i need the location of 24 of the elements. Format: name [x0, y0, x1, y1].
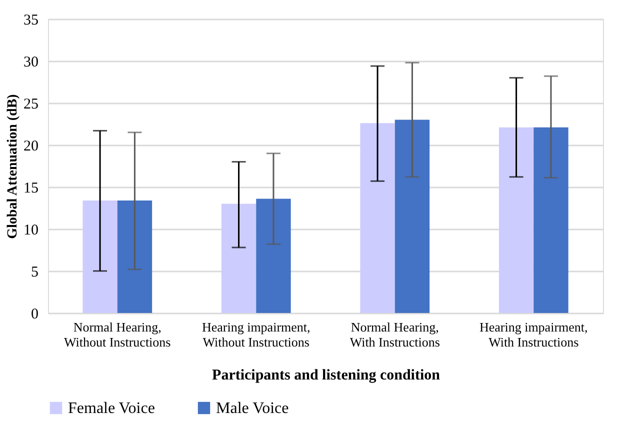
- bar: [534, 127, 568, 313]
- bar: [117, 200, 152, 313]
- y-tick-label: 15: [24, 180, 38, 196]
- bar: [394, 120, 430, 313]
- bar: [221, 204, 256, 313]
- y-tick-label: 25: [24, 96, 38, 112]
- y-tick-label: 10: [24, 222, 38, 238]
- bar: [82, 200, 118, 313]
- y-tick-label: 35: [24, 12, 38, 28]
- bar: [360, 123, 395, 313]
- legend-label: Male Voice: [216, 400, 289, 417]
- x-axis-title: Participants and listening condition: [212, 368, 441, 384]
- y-tick-label: 20: [24, 138, 38, 154]
- y-axis-title: Global Attenuation (dB): [6, 94, 20, 239]
- x-tick-label: Hearing impairment, With Instructions: [479, 320, 588, 350]
- x-tick-label: Normal Hearing, With Instructions: [350, 320, 440, 350]
- bar: [498, 127, 534, 313]
- y-tick-label: 30: [24, 54, 38, 70]
- bar: [256, 198, 291, 313]
- x-tick-label: Normal Hearing, Without Instructions: [64, 320, 171, 350]
- x-tick-label: Hearing impairment, Without Instructions: [202, 320, 310, 350]
- y-tick-label: 5: [31, 264, 38, 280]
- y-tick-label: 0: [31, 306, 38, 322]
- legend-label: Female Voice: [68, 400, 155, 417]
